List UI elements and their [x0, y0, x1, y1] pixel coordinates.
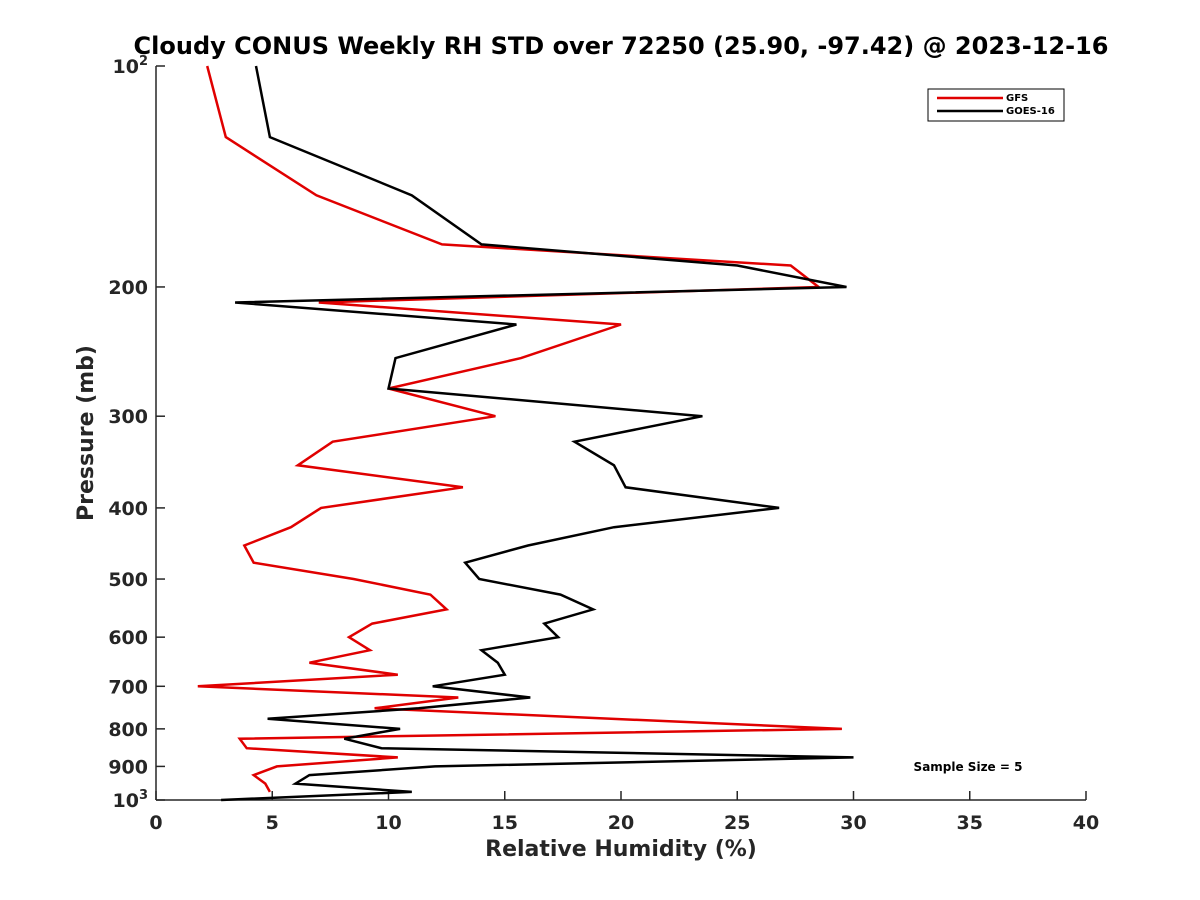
x-tick-label: 35 — [957, 812, 983, 834]
chart-title: Cloudy CONUS Weekly RH STD over 72250 (2… — [134, 32, 1109, 60]
x-tick-label: 0 — [149, 812, 162, 834]
series-line-gfs — [197, 65, 842, 793]
y-tick-label: 400 — [108, 498, 148, 520]
y-tick-label: 900 — [108, 756, 148, 778]
series-line-goes-16 — [221, 65, 854, 802]
sample-size-annotation: Sample Size = 5 — [914, 760, 1023, 774]
legend: GFS GOES-16 — [927, 88, 1065, 122]
x-axis-label: Relative Humidity (%) — [485, 837, 757, 862]
legend-label-gfs: GFS — [1006, 93, 1028, 104]
y-axis-label: Pressure (mb) — [74, 345, 99, 521]
plot-area: 0 5 10 15 20 25 30 35 40 102 200 300 400 500 600 700 80… — [108, 54, 1099, 834]
x-tick-label: 5 — [266, 812, 279, 834]
x-tick-label: 30 — [840, 812, 866, 834]
y-tick-label: 300 — [108, 406, 148, 428]
x-ticks: 0 5 10 15 20 25 30 35 40 — [149, 791, 1099, 834]
x-tick-label: 20 — [608, 812, 634, 834]
legend-label-goes: GOES-16 — [1006, 106, 1055, 117]
y-tick-label: 200 — [108, 277, 148, 299]
legend-box — [927, 88, 1065, 122]
x-tick-label: 15 — [492, 812, 518, 834]
y-tick-label: 600 — [108, 627, 148, 649]
x-tick-label: 40 — [1073, 812, 1099, 834]
y-tick-label: 500 — [108, 569, 148, 591]
y-ticks: 102 200 300 400 500 600 700 800 900 103 — [108, 54, 165, 812]
y-tick-label: 700 — [108, 676, 148, 698]
x-tick-label: 25 — [724, 812, 750, 834]
series-group — [197, 65, 854, 802]
x-tick-label: 10 — [375, 812, 401, 834]
y-tick-label: 102 — [113, 54, 149, 78]
y-tick-label: 103 — [113, 788, 149, 812]
y-tick-label: 800 — [108, 719, 148, 741]
